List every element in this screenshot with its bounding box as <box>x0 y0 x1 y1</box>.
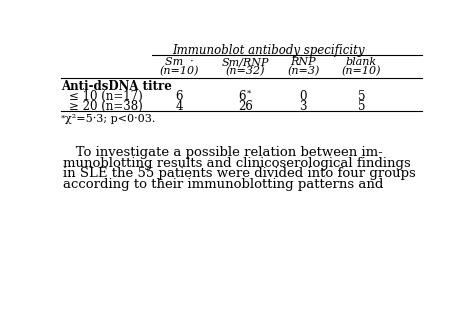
Text: Sm/RNP: Sm/RNP <box>221 57 269 67</box>
Text: *: * <box>61 114 65 122</box>
Text: 0: 0 <box>300 90 307 103</box>
Text: *: * <box>247 90 251 98</box>
Text: 5: 5 <box>358 100 365 113</box>
Text: 6: 6 <box>238 90 246 103</box>
Text: 26: 26 <box>238 100 253 113</box>
Text: 4: 4 <box>176 100 183 113</box>
Text: ≥ 20 (n=38): ≥ 20 (n=38) <box>69 100 142 113</box>
Text: munoblotting results and clinicoserological findings: munoblotting results and clinicoserologi… <box>63 157 411 170</box>
Text: (n=10): (n=10) <box>342 66 381 76</box>
Text: (n=32): (n=32) <box>226 66 265 76</box>
Text: χ²=5·3; p<0·03.: χ²=5·3; p<0·03. <box>65 114 156 124</box>
Text: ≤ 10 (n=17): ≤ 10 (n=17) <box>69 90 142 103</box>
Text: 6: 6 <box>176 90 183 103</box>
Text: blank: blank <box>346 57 377 67</box>
Text: Sm  ·: Sm · <box>165 57 194 67</box>
Text: 3: 3 <box>300 100 307 113</box>
Text: 5: 5 <box>358 90 365 103</box>
Text: RNP: RNP <box>291 57 316 67</box>
Text: (n=3): (n=3) <box>287 66 319 76</box>
Text: Immunoblot antibody specificity: Immunoblot antibody specificity <box>172 44 365 57</box>
Text: in SLE the 55 patients were divided into four groups: in SLE the 55 patients were divided into… <box>63 167 416 180</box>
Text: To investigate a possible relation between im-: To investigate a possible relation betwe… <box>63 146 383 159</box>
Text: Anti-dsDNA titre: Anti-dsDNA titre <box>61 81 172 94</box>
Text: (n=10): (n=10) <box>160 66 199 76</box>
Text: according to their immunoblotting patterns and: according to their immunoblotting patter… <box>63 178 383 191</box>
